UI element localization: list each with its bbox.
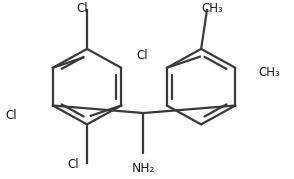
Text: Cl: Cl (67, 158, 79, 171)
Text: Cl: Cl (5, 109, 17, 122)
Text: CH₃: CH₃ (201, 2, 223, 15)
Text: CH₃: CH₃ (258, 66, 280, 79)
Text: NH₂: NH₂ (132, 162, 155, 175)
Text: Cl: Cl (76, 2, 88, 15)
Text: Cl: Cl (137, 49, 148, 62)
